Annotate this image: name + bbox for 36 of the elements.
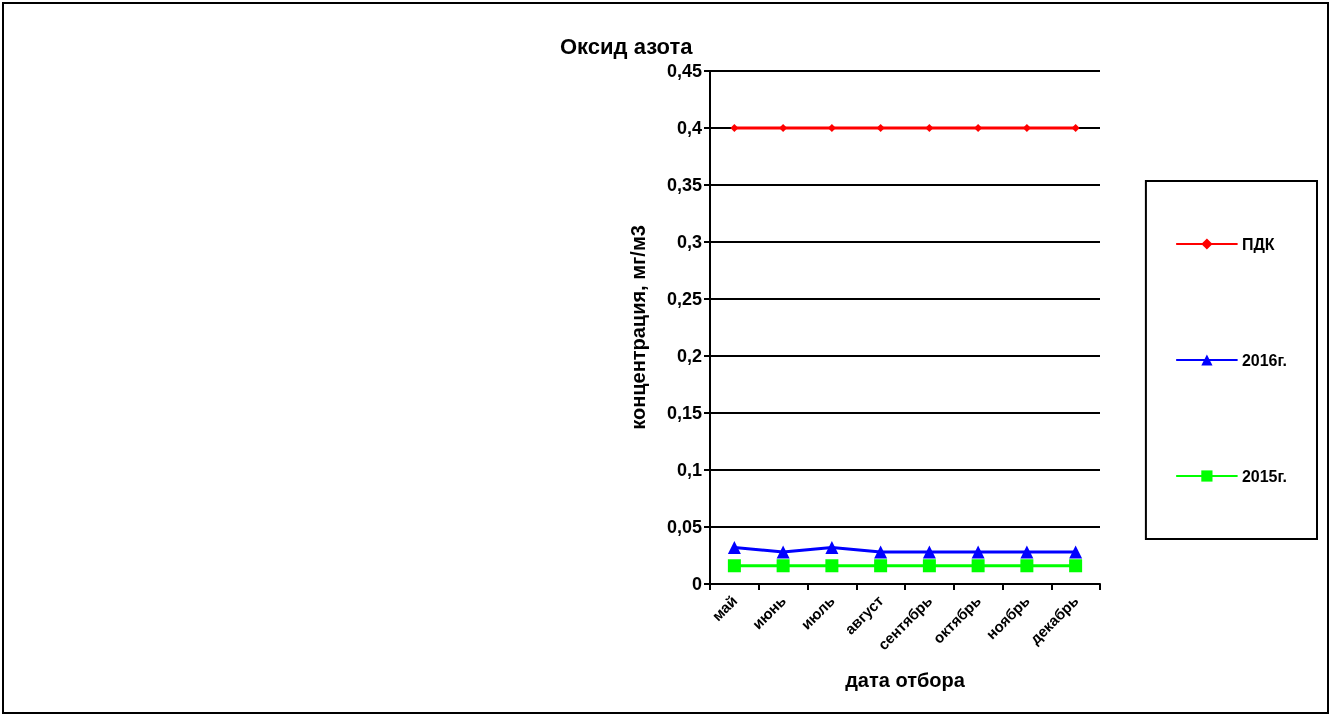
legend-label: 2015г. <box>1241 467 1288 485</box>
point <box>922 559 936 573</box>
point <box>1069 545 1083 559</box>
point <box>874 545 888 559</box>
point <box>1069 559 1083 573</box>
point <box>727 541 741 555</box>
point <box>776 559 790 573</box>
y-tick-label: 0,45 <box>666 61 702 81</box>
y-tick-label: 0,35 <box>666 175 702 195</box>
point <box>727 559 741 573</box>
x-axis-title: дата отбора <box>845 669 966 691</box>
y-tick-label: 0,25 <box>666 289 702 309</box>
point <box>874 559 888 573</box>
point <box>776 545 790 559</box>
y-tick-label: 0 <box>691 574 702 594</box>
point <box>876 124 885 132</box>
point <box>971 559 985 573</box>
y-tick-label: 0,3 <box>676 232 702 252</box>
point <box>1020 559 1034 573</box>
y-tick-label: 0,05 <box>666 517 702 537</box>
chart-title: Оксид азота <box>560 33 694 59</box>
legend-label: 2016г. <box>1241 351 1288 369</box>
point <box>925 124 934 132</box>
point <box>730 124 739 132</box>
y-tick-label: 0,1 <box>676 460 702 480</box>
y-tick-label: 0,15 <box>666 403 702 423</box>
point <box>922 545 936 559</box>
y-axis-title: концентрация, мг/м3 <box>627 225 649 430</box>
point <box>1020 545 1034 559</box>
point <box>1071 124 1080 132</box>
y-tick-label: 0,2 <box>676 346 702 366</box>
y-tick-label: 0,4 <box>676 118 702 138</box>
point <box>825 559 839 573</box>
legend-label: ПДК <box>1241 235 1275 253</box>
point <box>971 545 985 559</box>
point <box>825 541 839 555</box>
